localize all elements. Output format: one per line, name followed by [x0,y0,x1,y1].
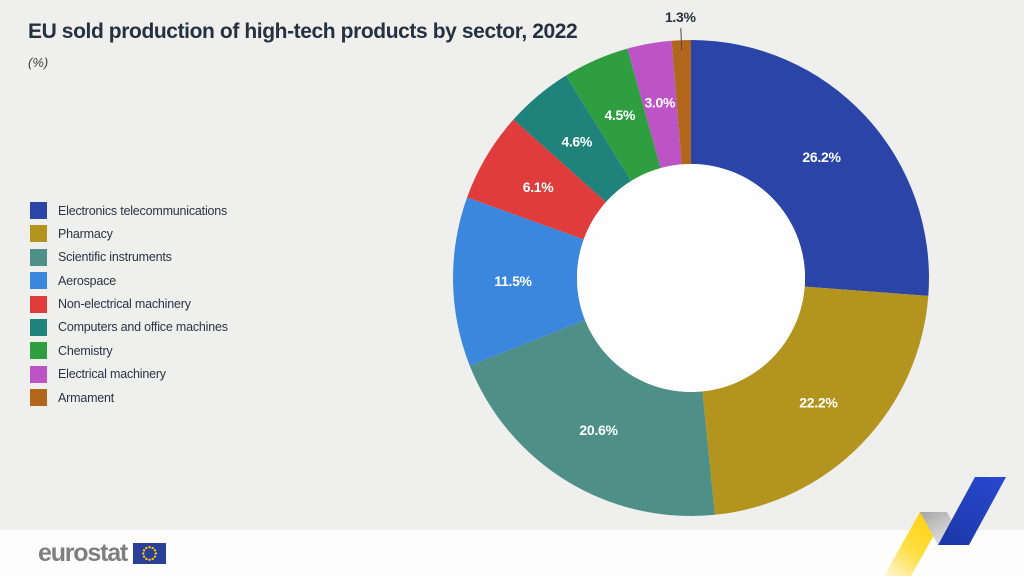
slice-non-electrical-machinery [467,119,606,240]
eurostat-logo: eurostat [38,539,167,567]
legend-swatch [30,295,47,313]
legend-item-label: Chemistry [58,343,113,358]
chart-title: EU sold production of high-tech products… [28,20,578,43]
eu-flag-star [148,546,151,549]
slice-computers-and-office-machines [513,75,632,203]
trend-ribbon-decoration [884,477,1006,576]
value-label-computers-and-office-machines: 4.6% [561,134,593,150]
value-label-scientific-instruments: 20.6% [579,422,618,438]
donut-hole [577,164,805,392]
chart-subtitle: (%) [28,55,49,70]
legend-item-computers-and-office-machines: Computers and office machines [30,318,228,336]
eurostat-wordmark: eurostat [38,539,128,567]
slice-aerospace [453,197,585,366]
legend-item-label: Scientific instruments [58,250,172,265]
eu-flag-icon [133,543,167,564]
eu-flag-star [154,552,158,555]
eu-flag-star [142,552,145,555]
legend-item-chemistry: Chemistry [30,342,228,360]
slice-armament [671,40,691,165]
legend-item-label: Armament [58,390,115,405]
eu-flag-star [153,549,157,552]
slice-chemistry [566,48,661,181]
eu-flag-star [151,557,154,561]
eu-flag-star [153,555,157,558]
legend-item-pharmacy: Pharmacy [30,225,228,243]
eu-flag-star [142,549,146,552]
legend-item-electrical-machinery: Electrical machinery [30,365,228,383]
value-label-pharmacy: 22.2% [799,394,838,410]
legend-swatch [30,389,47,407]
legend-swatch [30,272,47,290]
legend-item-label: Computers and office machines [58,320,228,335]
legend-item-electronics-telecommunications: Electronics telecommunications [30,202,228,219]
legend-item-label: Electronics telecommunications [58,203,228,218]
eu-flag-star [145,546,148,550]
legend-item-scientific-instruments: Scientific instruments [30,248,228,266]
legend-item-label: Non-electrical machinery [58,297,191,312]
footer-bar [0,530,1024,576]
slice-pharmacy [702,286,929,515]
value-label-armament: 1.3% [665,9,697,25]
eu-flag-star [148,558,151,561]
ribbon-blue-segment [938,477,1006,545]
slice-electronics-telecommunications [691,40,929,296]
legend-swatch [30,248,47,266]
legend-swatch [30,202,47,219]
eu-flag-star [151,546,154,550]
slice-scientific-instruments [469,320,715,517]
value-label-chemistry: 4.5% [604,107,636,123]
eu-flag-star [142,555,146,558]
callout-line-armament [680,28,683,51]
legend-item-aerospace: Aerospace [30,272,228,290]
value-label-electrical-machinery: 3.0% [644,95,676,111]
legend-item-non-electrical-machinery: Non-electrical machinery [30,295,228,313]
eu-flag-star [145,557,148,561]
legend-item-label: Aerospace [58,273,116,288]
legend: Electronics telecommunications Pharmacy Sc… [30,202,228,413]
legend-item-label: Pharmacy [58,226,113,241]
legend-swatch [30,365,47,383]
legend-swatch [30,318,47,336]
legend-item-label: Electrical machinery [58,367,166,382]
value-label-aerospace: 11.5% [494,273,532,289]
slice-electrical-machinery [627,40,682,169]
value-label-non-electrical-machinery: 6.1% [523,179,555,195]
value-label-electronics-telecommunications: 26.2% [802,149,841,165]
legend-item-armament: Armament [30,389,228,407]
legend-swatch [30,342,47,360]
legend-swatch [30,225,47,243]
